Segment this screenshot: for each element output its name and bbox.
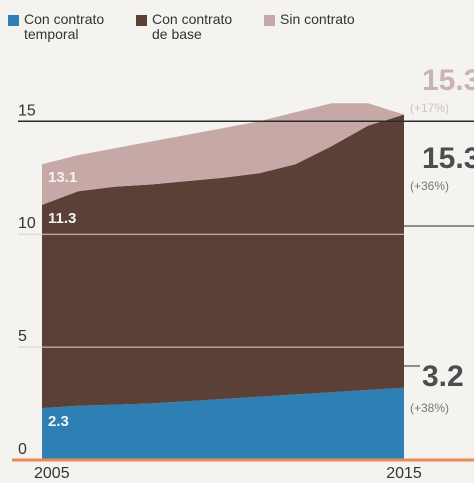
- y-tick-label-0: 0: [18, 441, 27, 458]
- right-labels-group: 15.3 (+17%) 15.3 (+36%) 3.2 (+38%): [410, 64, 474, 415]
- y-tick-label-15: 15: [18, 102, 36, 119]
- right-value-2: 3.2: [422, 360, 464, 393]
- right-value-1: 15.3: [422, 142, 474, 175]
- legend-label-temporal: Con contrato temporal: [24, 11, 105, 42]
- data-labels-group: 13.1 11.3 2.3: [48, 169, 77, 430]
- data-label-2: 2.3: [48, 413, 69, 430]
- data-label-1: 11.3: [48, 210, 76, 227]
- data-label-0: 13.1: [48, 169, 77, 186]
- legend-item-base: Con contrato de base: [136, 12, 248, 42]
- right-value-0: 15.3: [422, 64, 474, 97]
- right-change-1: (+36%): [410, 179, 449, 193]
- legend-item-sin-contrato: Sin contrato: [264, 12, 390, 42]
- gridlines-group: [12, 120, 474, 462]
- legend-swatch-temporal: [8, 15, 19, 26]
- legend-label-sin-contrato: Sin contrato: [280, 11, 355, 27]
- right-change-2: (+38%): [410, 401, 449, 415]
- y-tick-label-5: 5: [18, 328, 27, 345]
- legend-swatch-sin-contrato: [264, 15, 275, 26]
- right-change-0: (+17%): [410, 101, 449, 115]
- y-axis-ticks: 0 5 10 15: [18, 102, 36, 458]
- area-series-group: [42, 103, 404, 460]
- legend-item-temporal: Con contrato temporal: [8, 12, 120, 42]
- y-tick-label-10: 10: [18, 215, 36, 232]
- x-tick-label-2005: 2005: [34, 465, 70, 482]
- x-axis-ticks: 2005 2015: [34, 465, 422, 482]
- area-series-0: [42, 387, 404, 460]
- area-series-2: [42, 103, 404, 205]
- area-series-1: [42, 114, 404, 409]
- x-tick-label-2015: 2015: [386, 465, 422, 482]
- legend-label-base: Con contrato de base: [152, 11, 233, 42]
- legend-swatch-base: [136, 15, 147, 26]
- legend: Con contrato temporal Con contrato de ba…: [8, 12, 390, 42]
